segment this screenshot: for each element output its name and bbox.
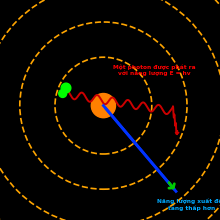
Circle shape [59,90,67,97]
Text: Năng lượng xuất đến
tầng thấp hơn: Năng lượng xuất đến tầng thấp hơn [157,198,220,211]
Circle shape [91,94,116,118]
Text: Một photon được phát ra
với năng lượng E = hv: Một photon được phát ra với năng lượng E… [113,64,195,76]
Circle shape [61,83,71,93]
